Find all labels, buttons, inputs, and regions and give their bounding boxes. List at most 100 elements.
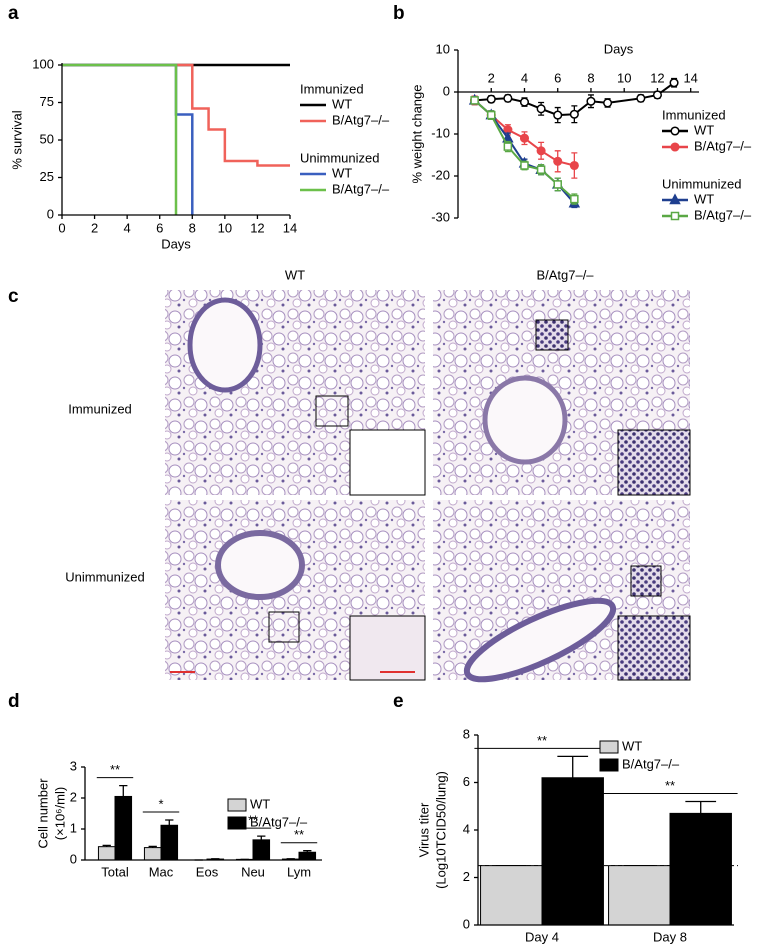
marker — [670, 211, 680, 221]
marker — [536, 165, 546, 174]
x-tick-label: 6 — [554, 70, 561, 85]
y-tick-label: 4 — [463, 821, 470, 836]
vessel — [187, 297, 263, 393]
marker — [669, 78, 679, 88]
error-bar — [165, 819, 174, 826]
x-tick-label: 2 — [488, 70, 495, 85]
y-tick-label: 2 — [70, 789, 77, 804]
marker — [670, 142, 680, 152]
vessel — [482, 375, 568, 465]
x-axis-label: Days — [604, 41, 634, 56]
marker — [520, 161, 529, 170]
marker — [470, 96, 479, 105]
marker — [586, 96, 596, 106]
marker — [553, 110, 563, 120]
inset — [349, 615, 426, 681]
y-axis-label: Virus titer — [416, 802, 431, 857]
y-tick-label: -30 — [431, 209, 450, 224]
marker — [570, 194, 579, 204]
survival-line — [62, 63, 194, 215]
panel-letter: e — [393, 691, 404, 712]
inset-box — [535, 319, 569, 351]
x-tick-label: 12 — [250, 220, 264, 235]
legend-swatch — [599, 740, 619, 754]
y-tick-label: 2 — [463, 869, 470, 884]
error-bar — [685, 800, 717, 814]
significance-label: ** — [294, 827, 304, 842]
marker — [603, 98, 613, 108]
significance-label: ** — [110, 762, 120, 777]
y-axis-label: Cell number — [35, 778, 50, 849]
y-tick-label: 0 — [443, 83, 450, 98]
bar — [480, 865, 543, 926]
bar — [608, 865, 671, 926]
y-tick-label: 0 — [47, 206, 54, 221]
legend-label: B/Atg7–/– — [694, 207, 752, 222]
row-label: Unimmunized — [65, 569, 144, 584]
legend-label: WT — [694, 191, 714, 206]
column-label: WT — [285, 267, 305, 282]
marker — [553, 180, 562, 189]
y-tick-label: 75 — [40, 94, 54, 109]
x-tick-label: Mac — [149, 864, 174, 879]
y-tick-label: 1 — [70, 820, 77, 835]
x-tick-label: 12 — [650, 70, 664, 85]
bar — [160, 824, 179, 861]
marker — [670, 126, 680, 136]
row-label: Immunized — [68, 401, 132, 416]
marker — [669, 193, 681, 205]
panel-letter: c — [8, 286, 19, 307]
y-tick-label: 50 — [40, 131, 54, 146]
significance-label: ** — [537, 733, 547, 748]
marker — [652, 90, 662, 100]
bar — [541, 777, 604, 926]
marker — [519, 97, 530, 107]
y-tick-label: 25 — [40, 169, 54, 184]
x-tick-label: 0 — [58, 220, 65, 235]
x-tick-label: 10 — [617, 70, 631, 85]
y-tick-label: 3 — [70, 758, 77, 773]
x-tick-label: 4 — [124, 220, 131, 235]
bar — [97, 846, 116, 861]
legend-label: WT — [694, 122, 714, 137]
x-tick-label: 4 — [521, 70, 528, 85]
x-axis-label: Days — [161, 236, 191, 251]
marker — [569, 109, 579, 119]
x-tick-label: Day 4 — [525, 929, 559, 944]
y-tick-label: 0 — [463, 916, 470, 931]
error-bar — [119, 784, 128, 797]
x-tick-label: 2 — [91, 220, 98, 235]
marker — [503, 93, 513, 103]
legend-label: B/Atg7–/– — [622, 756, 680, 771]
significance-label: ** — [248, 813, 258, 828]
x-tick-label: 14 — [683, 70, 697, 85]
marker — [636, 93, 646, 103]
y-tick-label: 10 — [436, 41, 450, 56]
x-tick-label: 6 — [156, 220, 163, 235]
x-tick-label: 14 — [283, 220, 297, 235]
x-tick-label: Total — [101, 864, 129, 879]
inset-box — [268, 611, 300, 643]
bar — [252, 839, 271, 861]
panel-letter: b — [393, 3, 405, 24]
marker — [503, 142, 513, 151]
legend-swatch — [227, 816, 247, 830]
inset — [617, 429, 691, 496]
legend-label: B/Atg7–/– — [694, 138, 752, 153]
marker — [536, 104, 546, 114]
y-tick-label: 8 — [463, 726, 470, 741]
vessel — [463, 597, 617, 683]
marker — [486, 110, 496, 120]
error-bar — [557, 755, 589, 778]
marker — [553, 156, 563, 166]
y-tick-label: 0 — [70, 851, 77, 866]
x-tick-label: 8 — [189, 220, 196, 235]
legend-label: B/Atg7–/– — [250, 814, 308, 829]
y-axis-label: (Log10TCID50/lung) — [433, 771, 448, 889]
x-tick-label: Eos — [196, 864, 219, 879]
histology-images — [165, 290, 691, 683]
legend-label: WT — [332, 165, 352, 180]
bar — [143, 847, 162, 861]
